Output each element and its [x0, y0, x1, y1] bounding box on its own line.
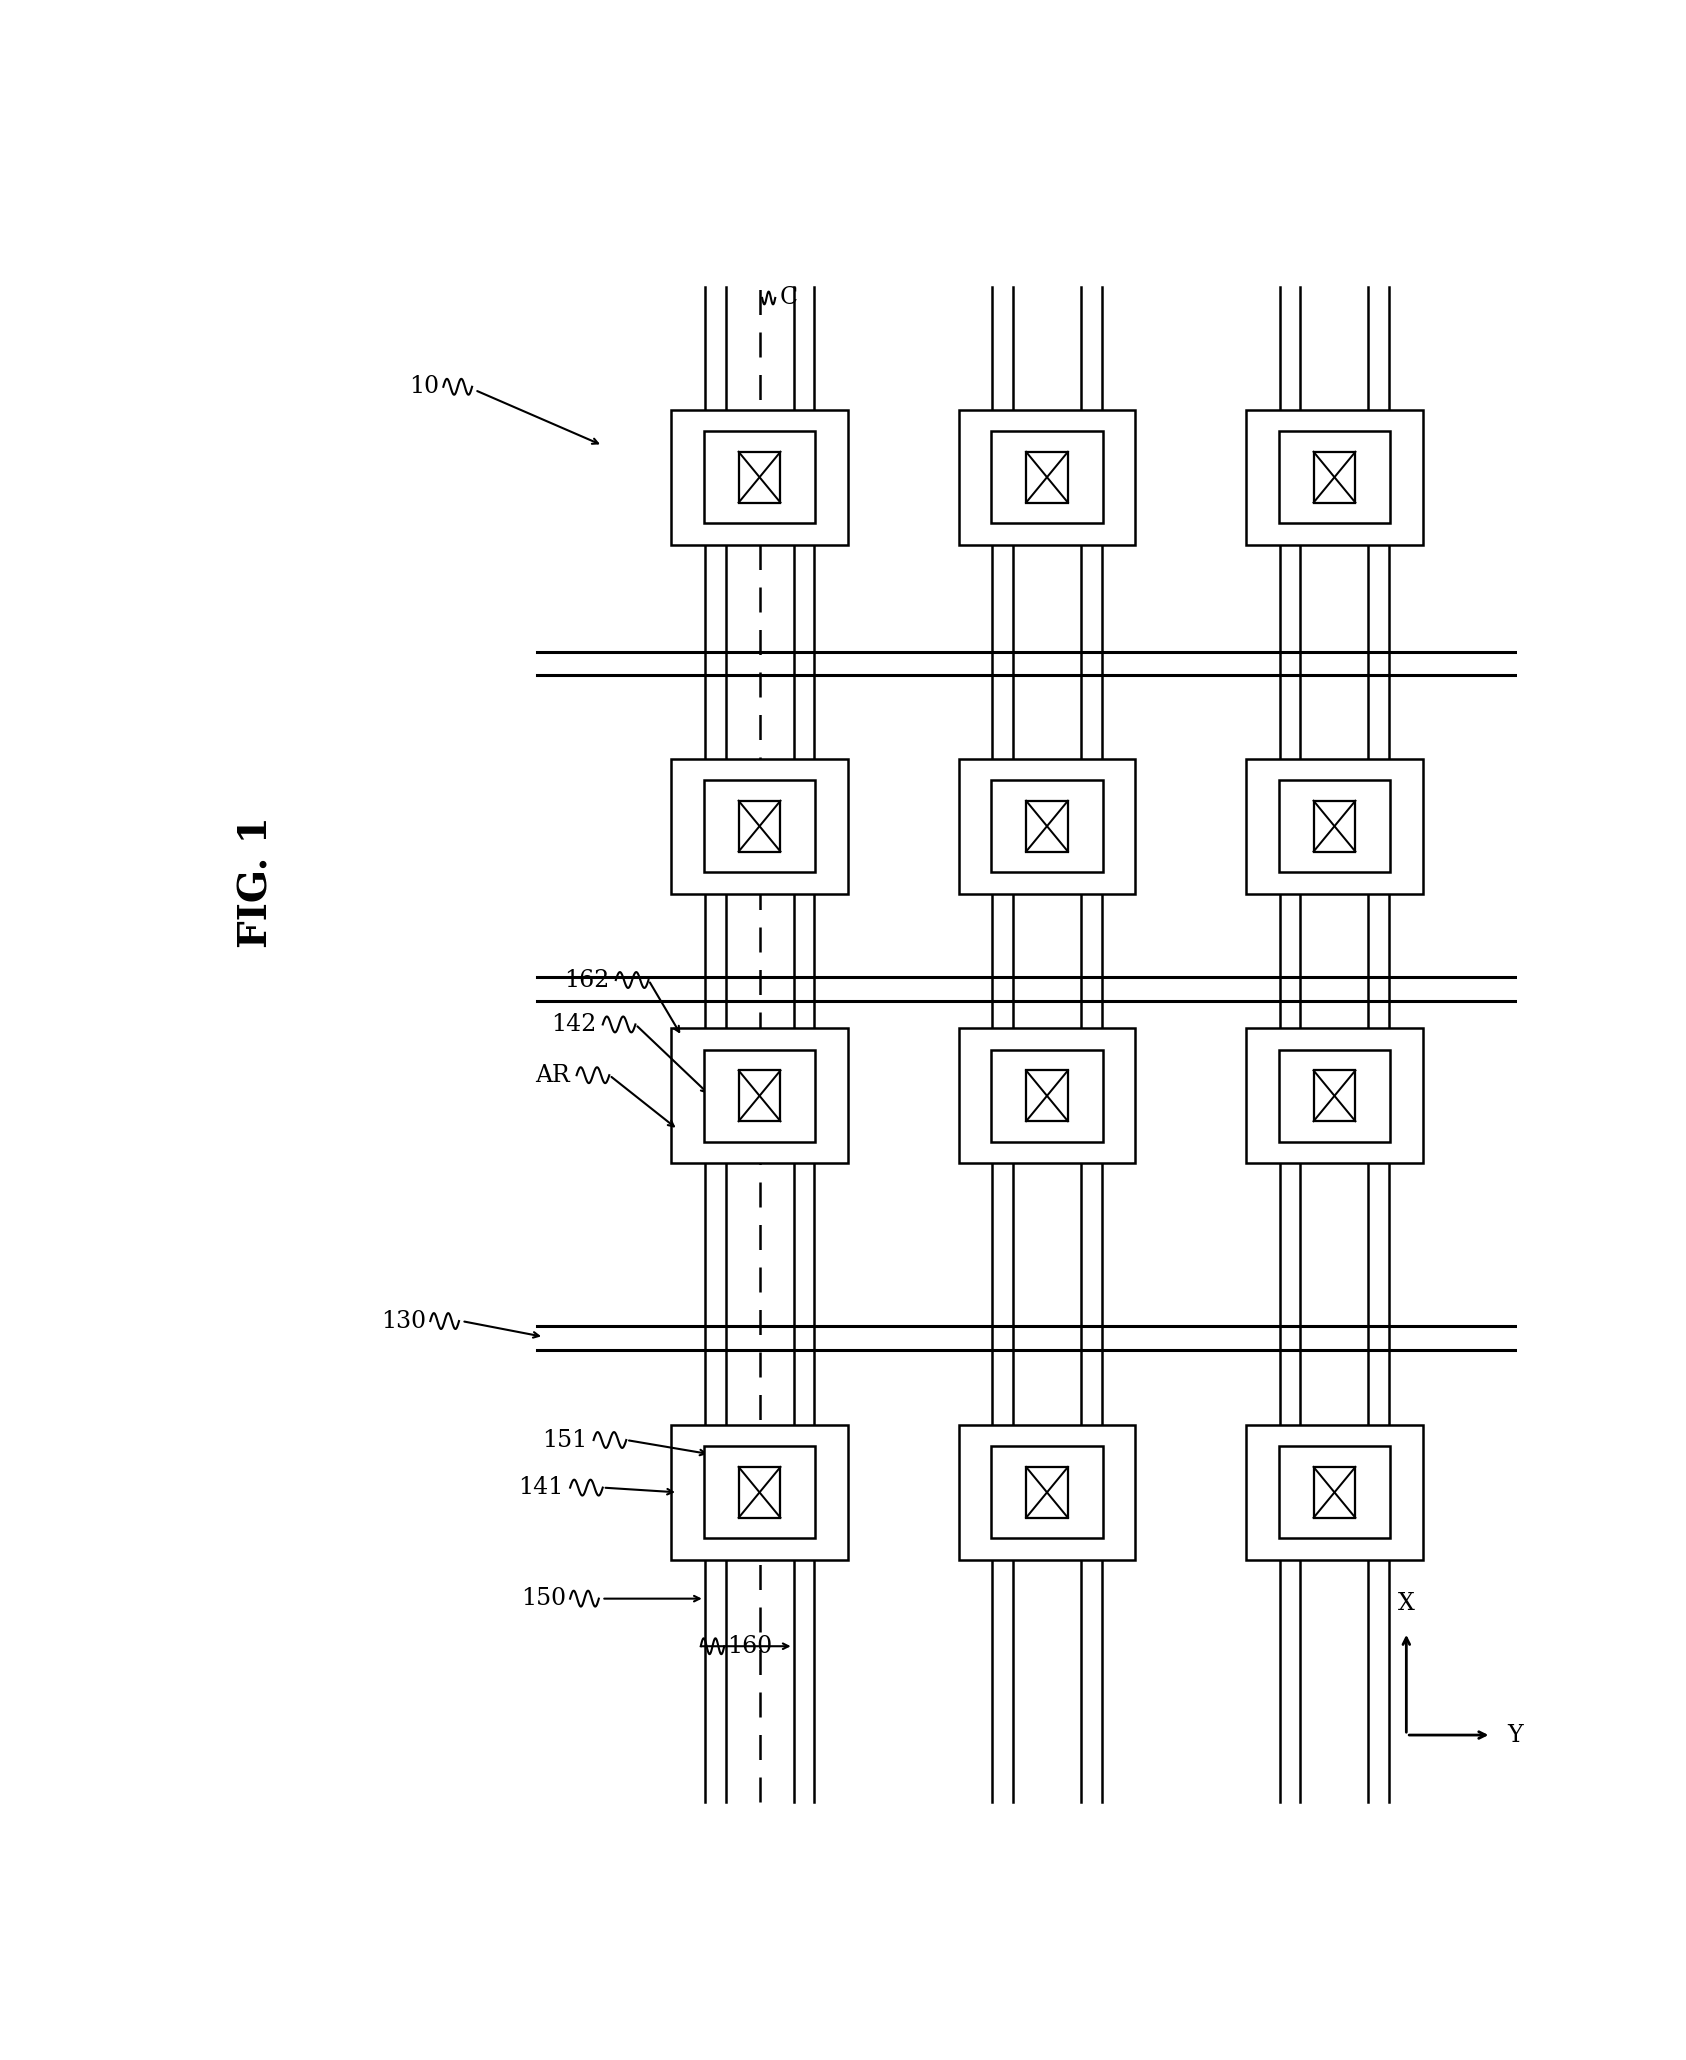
- Bar: [738, 801, 781, 851]
- Bar: [1280, 781, 1389, 871]
- Bar: [1313, 1071, 1356, 1121]
- Text: 160: 160: [727, 1636, 772, 1658]
- Bar: [1280, 431, 1389, 523]
- Text: 130: 130: [381, 1310, 427, 1333]
- Text: 151: 151: [541, 1428, 587, 1452]
- Text: 10: 10: [410, 375, 440, 398]
- Bar: [959, 1426, 1135, 1559]
- Bar: [1027, 451, 1067, 503]
- Bar: [1313, 801, 1356, 851]
- Text: C: C: [779, 286, 797, 309]
- Bar: [738, 451, 781, 503]
- Bar: [959, 1028, 1135, 1164]
- Bar: [959, 410, 1135, 544]
- Text: 150: 150: [521, 1586, 566, 1611]
- Bar: [1027, 801, 1067, 851]
- Bar: [1246, 1028, 1423, 1164]
- Bar: [991, 431, 1103, 523]
- Bar: [738, 1071, 781, 1121]
- Text: FIG. 1: FIG. 1: [238, 816, 275, 948]
- Text: Y: Y: [1507, 1724, 1522, 1747]
- Bar: [738, 1467, 781, 1518]
- Bar: [705, 431, 814, 523]
- Bar: [1280, 1051, 1389, 1141]
- Bar: [1027, 1071, 1067, 1121]
- Bar: [1280, 1446, 1389, 1539]
- Bar: [959, 758, 1135, 894]
- Text: 141: 141: [518, 1477, 563, 1500]
- Bar: [705, 781, 814, 871]
- Bar: [671, 410, 848, 544]
- Bar: [991, 1446, 1103, 1539]
- Bar: [991, 781, 1103, 871]
- Text: X: X: [1398, 1592, 1415, 1615]
- Bar: [1246, 410, 1423, 544]
- Bar: [705, 1446, 814, 1539]
- Bar: [671, 1028, 848, 1164]
- Bar: [1246, 1426, 1423, 1559]
- Text: 142: 142: [551, 1014, 597, 1036]
- Bar: [1027, 1467, 1067, 1518]
- Bar: [671, 1426, 848, 1559]
- Bar: [671, 758, 848, 894]
- Bar: [1313, 1467, 1356, 1518]
- Bar: [705, 1051, 814, 1141]
- Bar: [991, 1051, 1103, 1141]
- Bar: [1246, 758, 1423, 894]
- Text: AR: AR: [536, 1063, 570, 1088]
- Bar: [1313, 451, 1356, 503]
- Text: 162: 162: [563, 968, 609, 991]
